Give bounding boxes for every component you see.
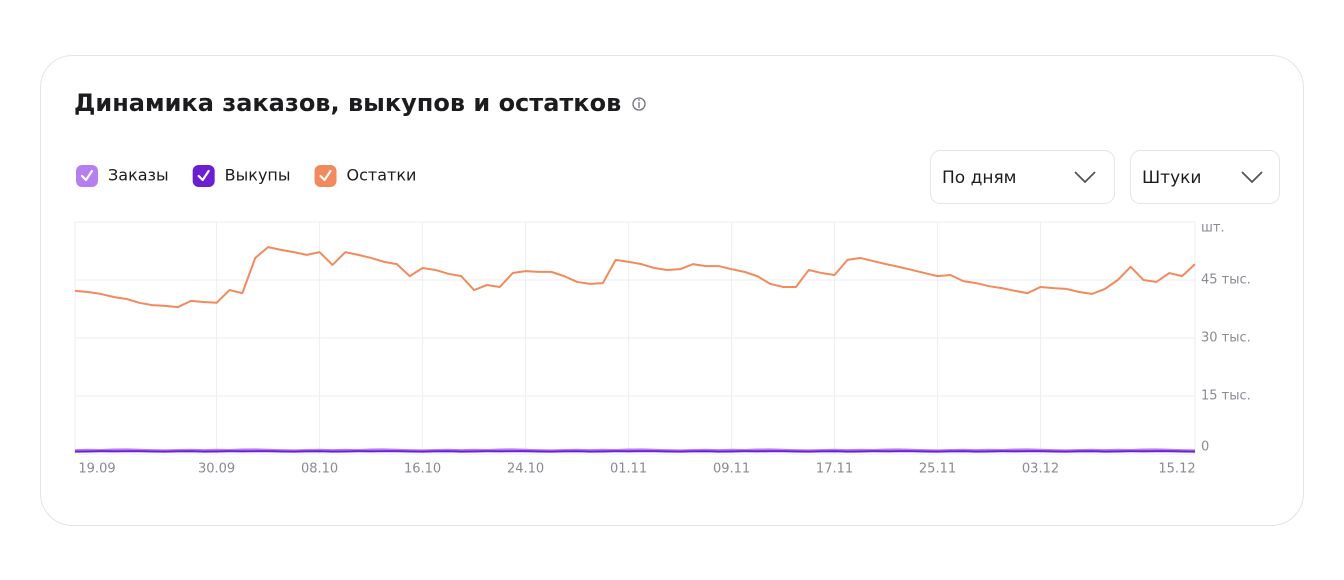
legend-checkbox[interactable]: [192, 165, 215, 187]
x-tick-label: 17.11: [816, 462, 853, 477]
units-select[interactable]: Штуки: [1130, 150, 1280, 204]
y-tick-label: 15 тыс.: [1201, 389, 1251, 404]
x-tick-label: 15.12: [1158, 462, 1195, 477]
x-tick-label: 19.09: [78, 462, 115, 477]
check-mark: [197, 169, 210, 182]
x-tick-label: 16.10: [404, 462, 441, 477]
y-tick-label: 30 тыс.: [1201, 331, 1251, 346]
period-select[interactable]: По дням: [930, 150, 1115, 204]
legend-checkbox[interactable]: [314, 165, 337, 187]
y-tick-label: 45 тыс.: [1201, 273, 1251, 288]
info-icon[interactable]: [632, 97, 646, 111]
chart-title: Динамика заказов, выкупов и остатков: [74, 89, 621, 117]
x-tick-label: 09.11: [713, 462, 750, 477]
series-line: [74, 246, 1196, 309]
legend-label: Выкупы: [225, 166, 291, 185]
x-tick-label: 30.09: [198, 462, 235, 477]
period-label: По дням: [942, 168, 1017, 188]
series-line: [74, 448, 1196, 452]
x-tick-label: 24.10: [507, 462, 544, 477]
legend-label: Остатки: [347, 166, 417, 185]
legend-checkbox[interactable]: [76, 165, 98, 187]
check-mark: [319, 169, 332, 182]
y-axis-label: шт.: [1201, 221, 1225, 236]
legend-label: Заказы: [108, 166, 169, 185]
check-mark: [80, 169, 94, 182]
x-tick-label: 25.11: [919, 462, 956, 477]
units-label: Штуки: [1142, 168, 1201, 188]
x-tick-label: 03.12: [1022, 462, 1059, 477]
y-tick-label: 0: [1201, 440, 1209, 455]
legend-item[interactable]: Выкупы: [192, 165, 291, 187]
legend-item[interactable]: Заказы: [76, 165, 169, 187]
legend-item[interactable]: Остатки: [314, 165, 417, 187]
x-tick-label: 01.11: [610, 462, 647, 477]
x-tick-label: 08.10: [301, 462, 338, 477]
